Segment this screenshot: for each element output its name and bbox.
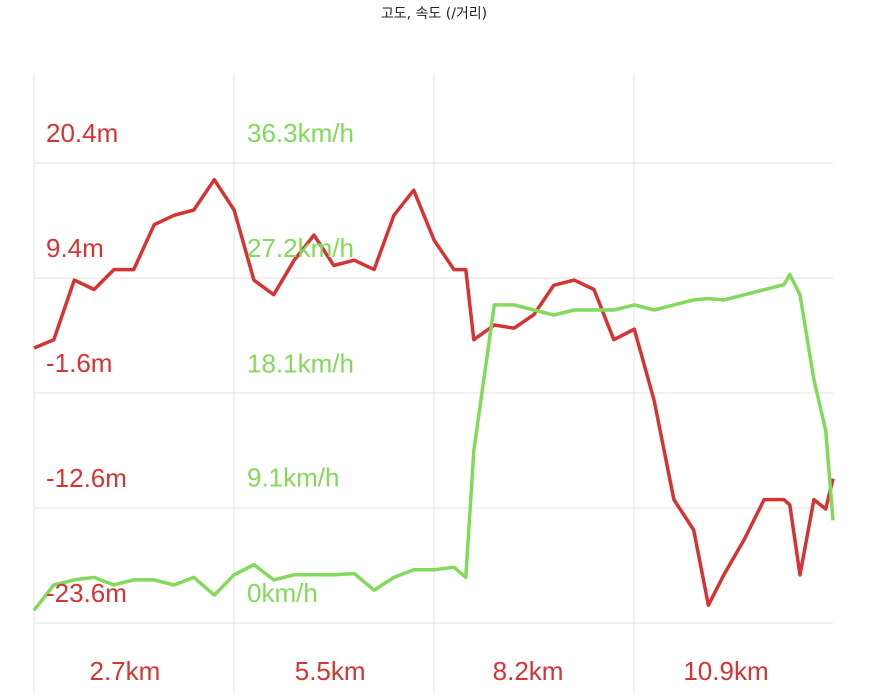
- y-tick-label: 20.4m: [46, 118, 118, 148]
- y-tick-label: 9.4m: [46, 233, 104, 263]
- y2-tick-label: 27.2km/h: [247, 233, 354, 263]
- y-tick-label: -1.6m: [46, 348, 112, 378]
- x-tick-label: 2.7km: [89, 656, 160, 686]
- series-line: [33, 177, 835, 607]
- y2-tick-label: 18.1km/h: [247, 349, 354, 379]
- x-tick-label: 10.9km: [683, 656, 768, 686]
- x-tick-label: 5.5km: [295, 656, 366, 686]
- chart-title: 고도, 속도 (/거리): [381, 6, 487, 22]
- y2-tick-label: 36.3km/h: [247, 118, 354, 148]
- y-tick-label: -12.6m: [46, 463, 127, 493]
- y2-tick-label: 0km/h: [247, 578, 318, 608]
- y2-tick-label: 9.1km/h: [247, 463, 340, 493]
- series-line: [32, 272, 835, 612]
- x-tick-label: 8.2km: [493, 656, 564, 686]
- y-tick-label: -23.6m: [46, 578, 127, 608]
